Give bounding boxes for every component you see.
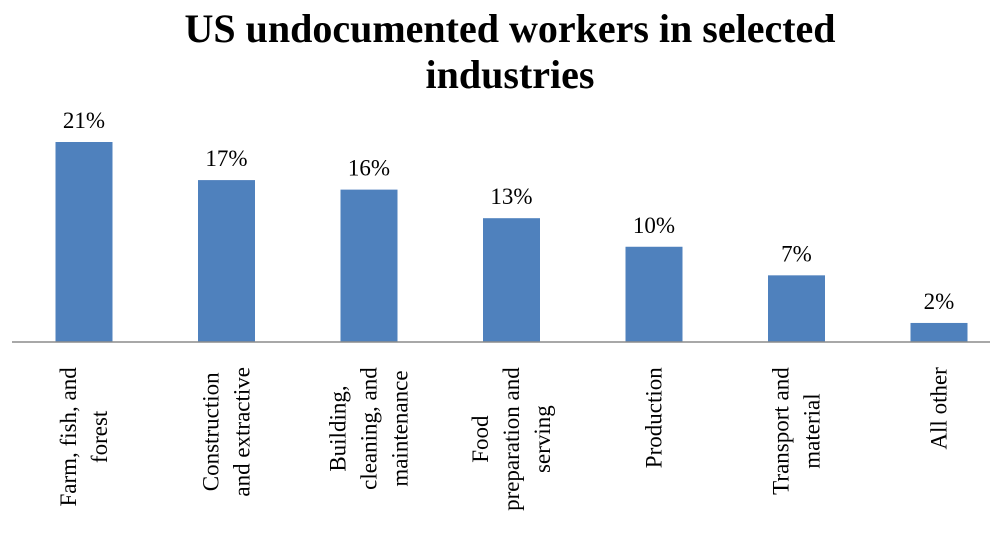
category-label-2-line-2: and extractive (230, 367, 255, 497)
bar-7 (910, 322, 968, 342)
bar-5 (625, 246, 683, 342)
bar-6 (768, 275, 825, 342)
bar-1 (55, 142, 113, 342)
category-label-5-line-1: Production (642, 367, 667, 468)
category-label-6-line-1: Transport and (769, 367, 794, 495)
category-label-4-line-1: Food (468, 415, 493, 463)
chart-title: US undocumented workers in selected indu… (0, 6, 1000, 98)
category-label-4-line-3: serving (530, 405, 555, 473)
category-label-5: Production (642, 367, 667, 468)
category-label-3-line-2: cleaning, and (357, 367, 382, 490)
data-label-1: 21% (63, 108, 105, 133)
data-label-2: 17% (205, 146, 247, 171)
data-label-7: 2% (924, 289, 955, 314)
category-label-3: Building, cleaning, and maintenance (326, 367, 413, 490)
category-label-4: Food preparation and serving (468, 367, 555, 511)
category-label-1: Farm, fish, and forest (56, 367, 112, 507)
bar-3 (340, 189, 398, 342)
data-label-5: 10% (633, 213, 675, 238)
category-label-3-line-1: Building, (326, 385, 351, 471)
category-labels-group: Farm, fish, and forest Construction and ext… (56, 367, 952, 511)
bar-4 (483, 218, 540, 342)
bars-group (55, 142, 968, 342)
category-label-2-line-1: Construction (199, 372, 224, 491)
category-label-6: Transport and material (769, 367, 825, 495)
category-label-4-line-2: preparation and (499, 367, 524, 511)
data-label-6: 7% (781, 241, 812, 266)
category-label-1-line-1: Farm, fish, and (56, 367, 81, 507)
category-label-7-line-1: All other (927, 367, 952, 450)
value-labels-group: 21% 17% 16% 13% 10% 7% 2% (63, 108, 954, 314)
category-label-2: Construction and extractive (199, 367, 255, 497)
data-label-3: 16% (348, 156, 390, 181)
category-label-3-line-3: maintenance (388, 370, 413, 486)
chart-title-line-1: US undocumented workers in selected (184, 6, 836, 51)
category-label-7: All other (927, 367, 952, 450)
data-label-4: 13% (490, 184, 532, 209)
category-label-1-line-2: forest (87, 410, 112, 463)
chart-title-line-2: industries (425, 52, 595, 97)
category-label-6-line-2: material (800, 393, 825, 468)
bar-2 (198, 180, 255, 342)
